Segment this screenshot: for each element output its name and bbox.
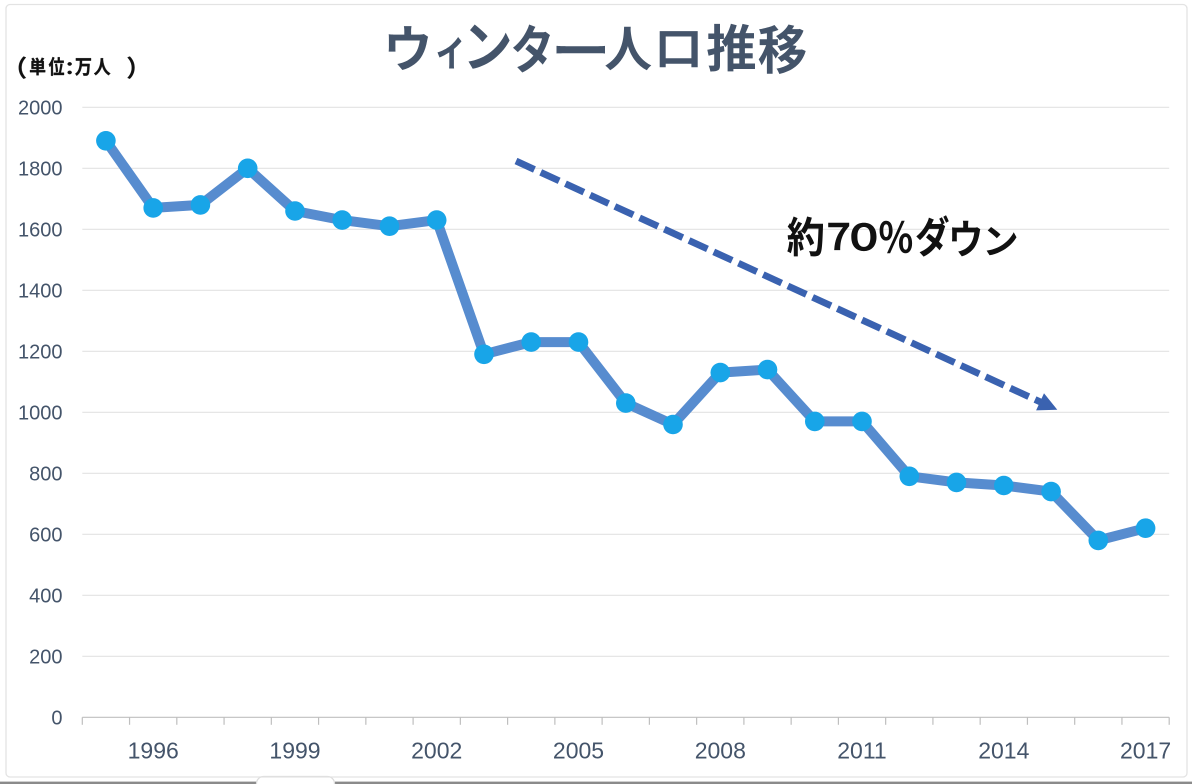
svg-text:1996: 1996 [128, 738, 179, 764]
svg-text:1400: 1400 [18, 281, 63, 303]
svg-text:2017: 2017 [1120, 738, 1171, 764]
svg-text:200: 200 [29, 647, 62, 669]
svg-text:2000: 2000 [18, 98, 63, 120]
svg-text:1200: 1200 [18, 342, 63, 364]
svg-text:1600: 1600 [18, 220, 63, 242]
svg-text:1999: 1999 [269, 738, 320, 764]
svg-text:2002: 2002 [411, 738, 462, 764]
svg-text:1800: 1800 [18, 159, 63, 181]
svg-text:2008: 2008 [695, 738, 746, 764]
svg-text:800: 800 [29, 464, 62, 486]
svg-text:2005: 2005 [553, 738, 604, 764]
svg-text:2014: 2014 [978, 738, 1029, 764]
svg-text:0: 0 [51, 708, 62, 730]
svg-text:400: 400 [29, 586, 62, 608]
svg-text:1000: 1000 [18, 403, 63, 425]
svg-text:2011: 2011 [837, 738, 886, 764]
svg-text:600: 600 [29, 525, 62, 547]
